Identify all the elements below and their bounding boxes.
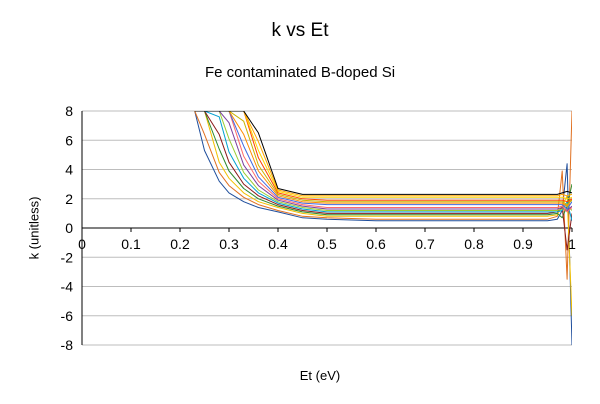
series-line-3 [194,111,572,316]
y-tick-label: 0 [65,220,73,236]
series-line-6 [194,111,572,221]
y-tick-label: 6 [65,132,73,148]
x-tick-label: 1 [568,236,576,252]
series-line-4 [194,111,572,219]
series-line-12 [194,111,572,206]
series-line-1 [194,111,572,345]
series-line-11 [194,111,572,207]
x-axis-label: Et (eV) [299,368,341,383]
chart-subtitle: Fe contaminated B-doped Si [204,64,396,81]
x-tick-label: 0.9 [513,236,533,252]
series-line-9 [194,111,572,213]
x-tick-label: 0.7 [415,236,435,252]
chart-title: k vs Et [271,20,329,41]
series-line-13 [194,111,572,203]
y-tick-label: -8 [61,337,74,353]
x-tick-label: 0.3 [219,236,239,252]
series-line-7 [194,111,572,211]
x-tick-label: 0.2 [170,236,190,252]
series-line-14 [194,111,572,200]
x-tick-label: 0.1 [121,236,141,252]
x-tick-label: 0.6 [366,236,386,252]
x-tick-label: 0.5 [317,236,337,252]
series-line-10 [194,111,572,210]
y-tick-label: -2 [61,249,74,265]
y-tick-label: 2 [65,191,73,207]
y-tick-label: -6 [61,308,74,324]
x-tick-label: 0.4 [268,236,288,252]
x-tick-label: 0 [78,236,86,252]
y-tick-label: -4 [61,279,74,295]
series-line-15 [194,111,572,197]
y-tick-label: 4 [65,162,73,178]
y-tick-label: 8 [65,103,73,119]
series-line-8 [194,111,572,211]
x-tick-label: 0.8 [464,236,484,252]
series-line-16 [194,111,572,195]
